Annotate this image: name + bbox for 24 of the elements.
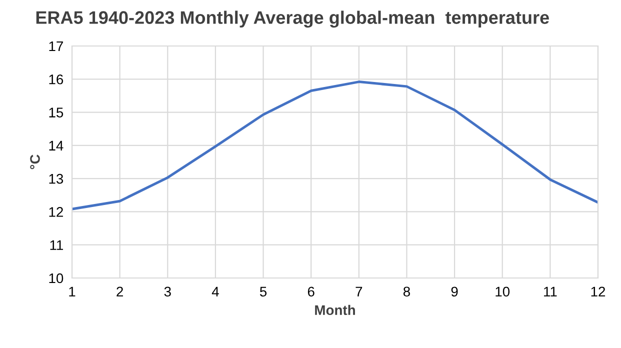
x-tick-label: 12 bbox=[591, 286, 606, 296]
x-axis-title: Month bbox=[315, 304, 355, 316]
y-tick-label: 10 bbox=[49, 273, 64, 284]
y-tick-label: 11 bbox=[50, 240, 63, 250]
y-tick-label: 16 bbox=[49, 74, 64, 84]
x-tick-label: 8 bbox=[403, 286, 410, 297]
y-tick-label: 15 bbox=[49, 108, 64, 118]
x-tick-label: 2 bbox=[116, 286, 123, 296]
x-tick-label: 4 bbox=[212, 286, 219, 296]
x-tick-label: 10 bbox=[496, 286, 510, 297]
x-tick-label: 1 bbox=[69, 286, 76, 296]
y-tick-label: 17 bbox=[49, 41, 63, 52]
x-tick-label: 6 bbox=[308, 286, 314, 297]
line-series bbox=[72, 80, 598, 210]
y-axis-title: °C bbox=[30, 154, 40, 170]
y-tick-label: 14 bbox=[49, 140, 64, 150]
x-tick-label: 7 bbox=[356, 286, 362, 296]
y-tick-label: 12 bbox=[49, 207, 63, 217]
chart-title: ERA5 1940-2023 Monthly Average global-mean temperature bbox=[36, 10, 549, 28]
x-tick-label: 11 bbox=[544, 286, 557, 296]
x-tick-label: 5 bbox=[260, 286, 267, 297]
x-tick-label: 9 bbox=[451, 286, 458, 297]
x-tick-label: 3 bbox=[164, 286, 171, 297]
y-tick-label: 13 bbox=[49, 174, 64, 184]
